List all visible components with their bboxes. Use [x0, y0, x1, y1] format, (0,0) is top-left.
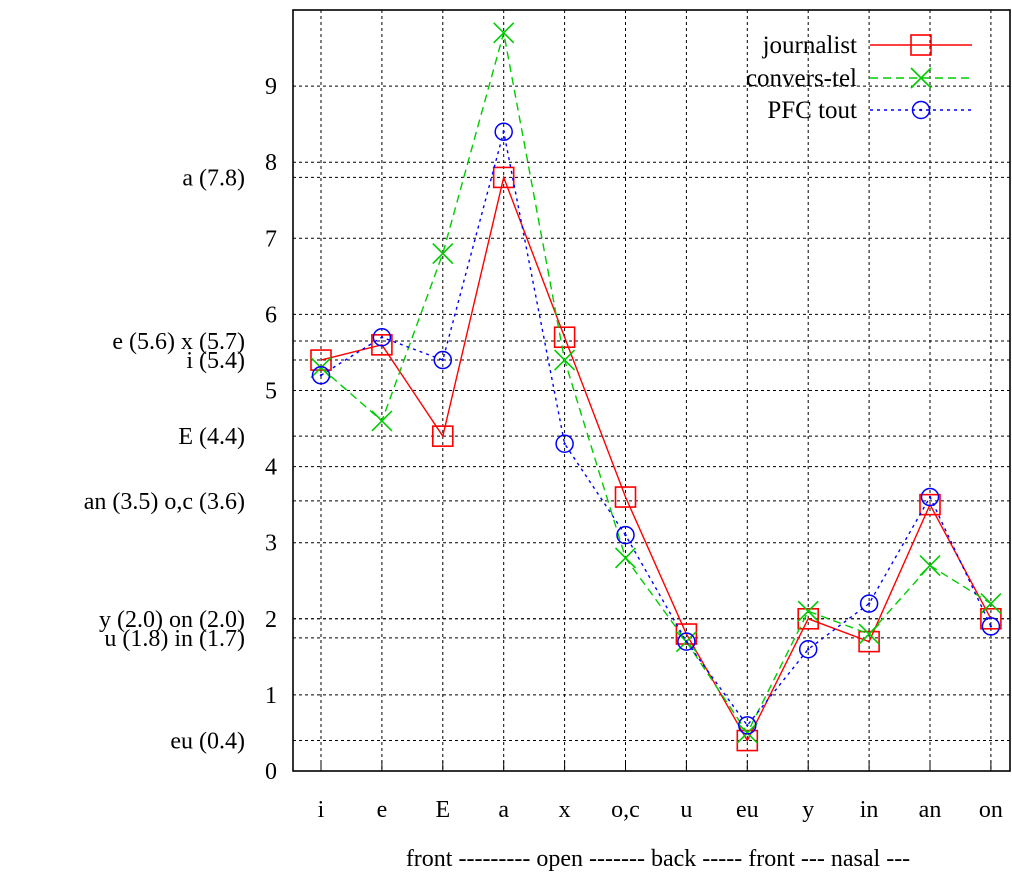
series [310, 22, 1002, 752]
square-marker [310, 349, 332, 371]
reference-label: E (4.4) [178, 424, 245, 450]
x-tick-label: in [860, 797, 879, 823]
plot-frame [292, 9, 1011, 772]
x-tick-label: u [680, 797, 692, 823]
legend-label: convers-tel [746, 65, 857, 92]
circle-marker [433, 350, 453, 370]
x-marker [493, 22, 515, 44]
x-tick-label: e [377, 797, 388, 823]
square-marker [371, 334, 393, 356]
grid [293, 10, 1010, 772]
series-line [320, 32, 992, 735]
series-line [320, 131, 992, 727]
circle-marker [798, 639, 818, 659]
x-tick-label: a [498, 797, 509, 823]
circle-marker [372, 327, 392, 347]
x-marker [736, 722, 758, 744]
x-marker [980, 593, 1002, 615]
category-groups-label: front --------- open ------- back ----- … [406, 846, 910, 872]
x-marker [858, 623, 880, 645]
circle-marker [494, 122, 513, 142]
square-marker [614, 486, 637, 508]
x-tick-label: E [435, 797, 450, 823]
series-convers-tel [310, 22, 1002, 744]
circle-marker [616, 525, 635, 545]
circle-marker [981, 617, 1001, 636]
y-tick-label: 9 [265, 74, 277, 100]
square-marker [431, 425, 454, 447]
y-tick-label: 0 [265, 759, 277, 785]
circle-marker [911, 100, 931, 120]
x-marker [371, 410, 393, 432]
square-marker [797, 607, 820, 630]
x-marker [910, 67, 932, 89]
y-tick-label: 5 [265, 379, 277, 405]
y-tick-label: 4 [265, 455, 277, 481]
square-marker [858, 630, 880, 653]
circle-marker [311, 366, 331, 385]
circle-marker [677, 632, 696, 651]
x-marker [614, 547, 637, 569]
x-marker [919, 554, 941, 577]
y-tick-label: 1 [265, 683, 277, 709]
x-tick-label: eu [736, 797, 759, 823]
legend-label: PFC tout [767, 97, 857, 124]
x-marker [797, 600, 819, 622]
legend-label: journalist [762, 32, 857, 59]
reference-label: eu (0.4) [170, 729, 245, 755]
y-tick-label: 3 [265, 531, 277, 557]
reference-label: i (5.4) [186, 348, 245, 374]
y-tick-label: 8 [265, 150, 277, 176]
series-line [320, 175, 992, 743]
x-tick-label: i [318, 797, 325, 823]
reference-label: y (2.0) on (2.0) [99, 607, 245, 633]
reference-label: an (3.5) o,c (3.6) [84, 489, 245, 515]
square-marker [910, 34, 932, 56]
square-marker [736, 729, 759, 752]
square-marker [553, 326, 576, 349]
x-tick-label: o,c [611, 797, 640, 823]
square-marker [980, 607, 1002, 630]
x-tick-label: y [802, 797, 814, 823]
circle-marker [920, 487, 940, 507]
reference-label: e (5.6) x (5.7) [112, 329, 245, 355]
square-marker [675, 623, 698, 645]
legend: journalist convers-tel PFC tout [746, 32, 972, 124]
square-marker [919, 493, 941, 516]
series-journalist [310, 166, 1002, 752]
y-axis-labels: 0 1 2 3 4 5 6 7 8 9 a (7.8) e (5.6) x (5.7)i (5.4) E… [84, 74, 277, 785]
y-tick-label: 7 [265, 226, 277, 252]
reference-label: u (1.8) in (1.7) [104, 626, 245, 652]
x-tick-label: x [559, 797, 571, 823]
x-tick-label: an [919, 797, 942, 823]
square-marker [492, 166, 515, 189]
series-pfc-tout [311, 122, 1001, 735]
y-tick-label: 2 [265, 607, 277, 633]
circle-marker [738, 716, 757, 735]
x-marker [554, 349, 576, 371]
y-tick-label: 6 [265, 302, 277, 328]
circle-marker [555, 434, 574, 454]
x-marker [432, 242, 454, 265]
x-marker [310, 357, 332, 379]
circle-marker [859, 594, 879, 613]
x-tick-label: on [979, 797, 1003, 823]
reference-label: a (7.8) [182, 165, 245, 191]
